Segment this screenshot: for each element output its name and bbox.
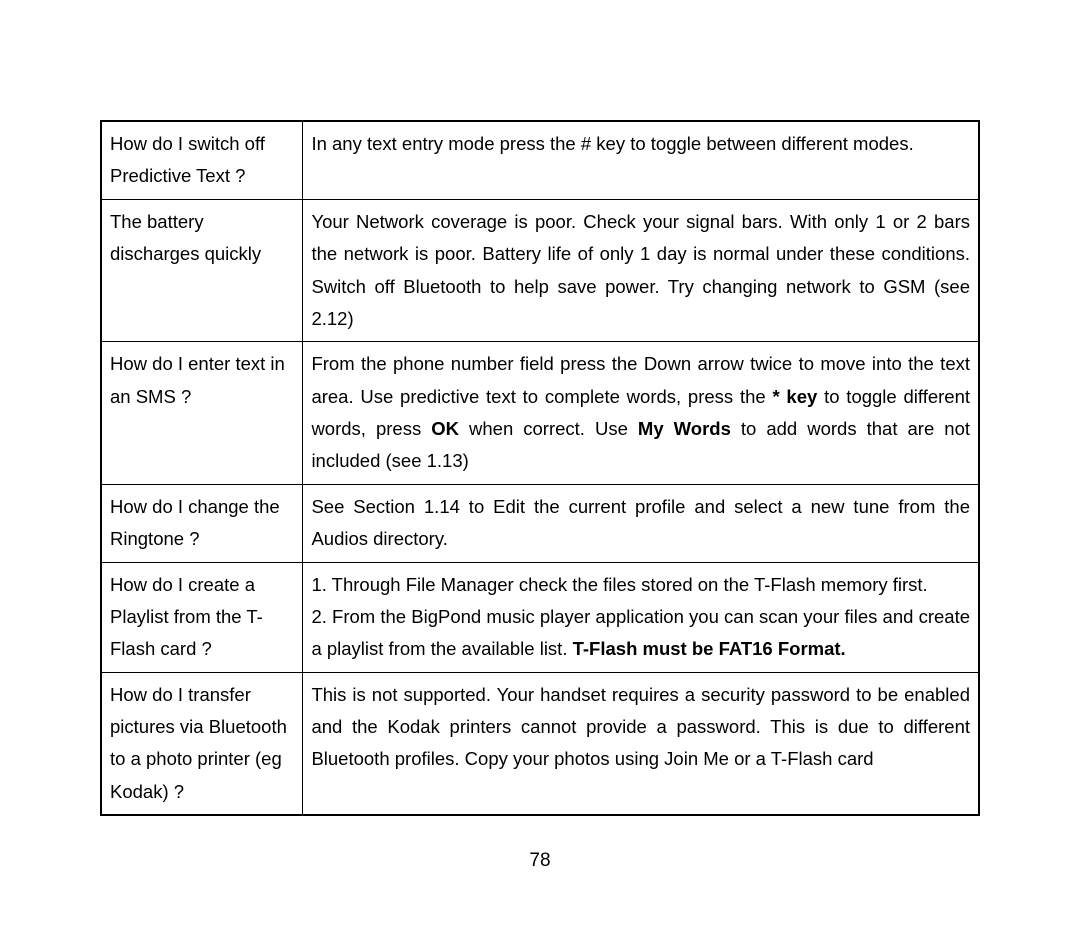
bold-text: My Words	[638, 418, 731, 439]
faq-table-body: How do I switch off Predictive Text ? In …	[101, 121, 979, 815]
faq-question: How do I create a Playlist from the T-Fl…	[101, 562, 303, 672]
text-span: 1. Through File Manager check the files …	[311, 574, 927, 595]
text-span: Your Network coverage is poor. Check you…	[311, 211, 970, 329]
faq-answer: This is not supported. Your handset requ…	[303, 672, 979, 815]
table-row: How do I create a Playlist from the T-Fl…	[101, 562, 979, 672]
faq-question: How do I change the Ringtone ?	[101, 484, 303, 562]
table-row: How do I transfer pictures via Bluetooth…	[101, 672, 979, 815]
faq-answer: In any text entry mode press the # key t…	[303, 121, 979, 199]
text-span: See Section 1.14 to Edit the current pro…	[311, 496, 970, 549]
bold-text: OK	[431, 418, 459, 439]
faq-answer: Your Network coverage is poor. Check you…	[303, 199, 979, 342]
bold-text: T-Flash must be FAT16 Format.	[573, 638, 846, 659]
faq-question: How do I enter text in an SMS ?	[101, 342, 303, 485]
table-row: The battery discharges quicklyYour Netwo…	[101, 199, 979, 342]
table-row: How do I switch off Predictive Text ? In …	[101, 121, 979, 199]
table-row: How do I enter text in an SMS ?From the …	[101, 342, 979, 485]
text-span: when correct. Use	[459, 418, 638, 439]
table-row: How do I change the Ringtone ?See Sectio…	[101, 484, 979, 562]
faq-question: The battery discharges quickly	[101, 199, 303, 342]
faq-question: How do I switch off Predictive Text ?	[101, 121, 303, 199]
text-span: In any text entry mode press the # key t…	[311, 133, 913, 154]
faq-table: How do I switch off Predictive Text ? In …	[100, 120, 980, 816]
text-span: This is not supported. Your handset requ…	[311, 684, 970, 770]
page-container: How do I switch off Predictive Text ? In …	[0, 0, 1080, 816]
bold-text: * key	[772, 386, 817, 407]
faq-answer: See Section 1.14 to Edit the current pro…	[303, 484, 979, 562]
faq-answer: From the phone number field press the Do…	[303, 342, 979, 485]
faq-answer: 1. Through File Manager check the files …	[303, 562, 979, 672]
page-number: 78	[0, 850, 1080, 872]
faq-question: How do I transfer pictures via Bluetooth…	[101, 672, 303, 815]
